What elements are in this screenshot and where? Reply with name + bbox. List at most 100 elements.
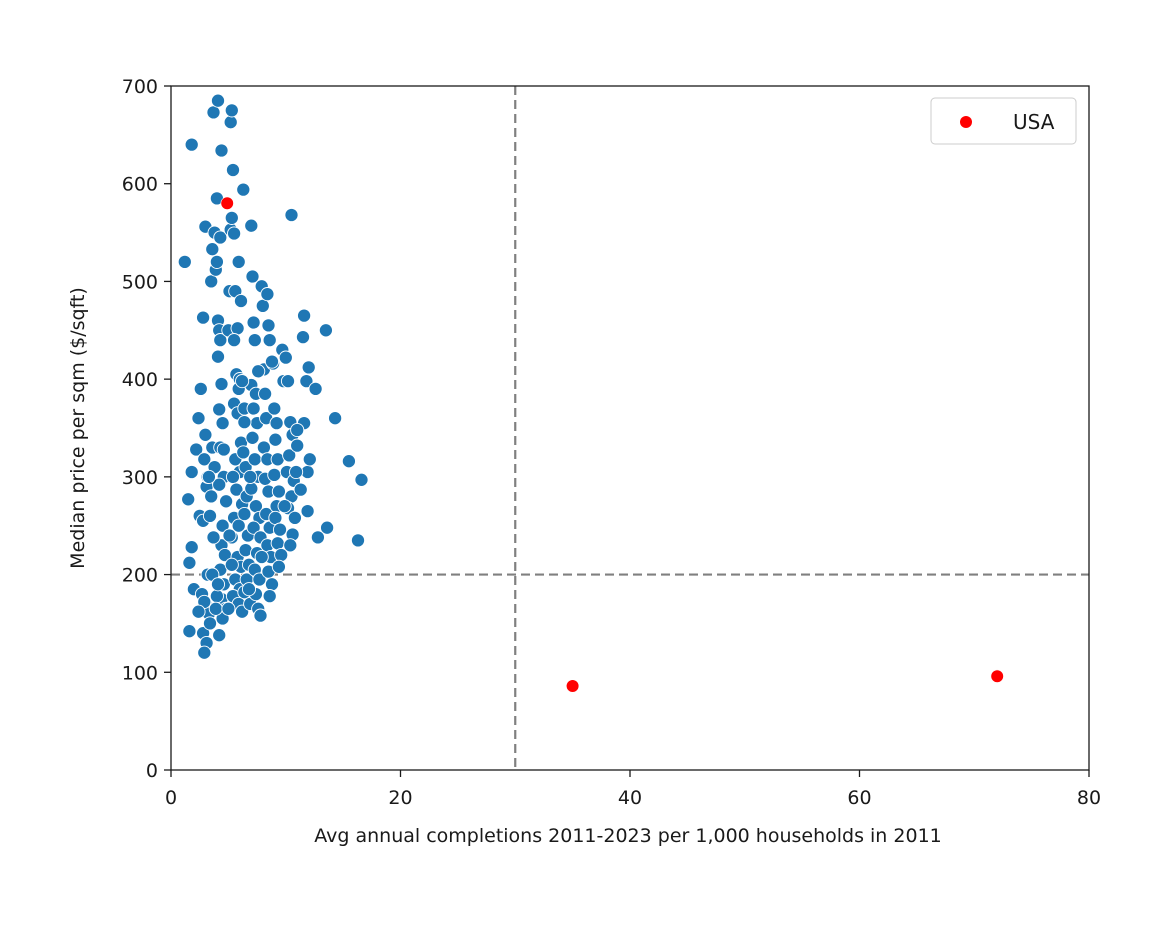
data-point-usa bbox=[565, 679, 580, 693]
data-point bbox=[264, 577, 280, 592]
data-point bbox=[320, 520, 335, 535]
data-point bbox=[300, 504, 315, 519]
data-point bbox=[280, 374, 296, 389]
legend-label-usa: USA bbox=[1013, 110, 1055, 134]
data-point bbox=[287, 510, 302, 525]
data-point bbox=[354, 472, 369, 487]
data-point bbox=[299, 374, 314, 389]
x-axis-label: Avg annual completions 2011-2023 per 1,0… bbox=[314, 825, 942, 847]
data-point bbox=[210, 349, 226, 364]
data-point bbox=[213, 230, 228, 245]
data-point bbox=[269, 416, 284, 431]
data-point bbox=[215, 416, 230, 431]
y-axis-label: Median price per sqm ($/sqft) bbox=[67, 287, 89, 569]
data-point bbox=[251, 364, 266, 379]
data-point bbox=[272, 522, 288, 537]
data-point bbox=[224, 557, 239, 572]
data-point bbox=[210, 93, 226, 108]
y-tick-label: 300 bbox=[122, 467, 158, 489]
data-point bbox=[236, 445, 251, 460]
y-tick-label: 100 bbox=[122, 662, 158, 684]
data-point bbox=[295, 330, 311, 345]
data-point bbox=[229, 482, 244, 497]
data-point bbox=[284, 207, 299, 223]
y-tick-label: 0 bbox=[146, 760, 158, 782]
reference-lines bbox=[171, 86, 1089, 770]
data-point bbox=[182, 555, 197, 570]
data-point bbox=[233, 293, 249, 309]
data-point bbox=[227, 226, 242, 241]
data-point bbox=[258, 386, 273, 401]
data-point bbox=[238, 543, 253, 558]
data-point bbox=[237, 415, 252, 430]
data-point bbox=[202, 616, 218, 631]
data-point bbox=[182, 624, 197, 639]
data-point bbox=[264, 354, 280, 369]
data-point bbox=[223, 115, 238, 130]
data-point bbox=[244, 218, 259, 233]
data-point bbox=[215, 518, 230, 533]
data-point bbox=[268, 510, 283, 525]
data-point bbox=[297, 308, 312, 323]
data-point bbox=[245, 269, 260, 284]
x-tick-label: 80 bbox=[1077, 787, 1101, 809]
x-tick-label: 60 bbox=[847, 787, 871, 809]
data-point bbox=[201, 469, 216, 484]
legend-marker-usa bbox=[960, 116, 972, 128]
data-point bbox=[204, 274, 219, 289]
y-tick-label: 600 bbox=[122, 174, 158, 196]
data-point bbox=[213, 333, 228, 348]
data-point bbox=[254, 549, 269, 565]
data-point bbox=[290, 438, 305, 453]
data-point bbox=[208, 601, 223, 616]
data-point bbox=[209, 254, 224, 269]
data-point bbox=[204, 489, 219, 504]
x-tick-label: 0 bbox=[165, 787, 177, 809]
data-point bbox=[184, 137, 199, 152]
plot-area bbox=[171, 86, 1089, 770]
data-point-usa bbox=[220, 196, 234, 210]
data-point bbox=[193, 381, 208, 396]
data-point bbox=[255, 298, 270, 313]
data-point bbox=[198, 427, 213, 442]
data-points bbox=[177, 93, 1004, 693]
data-point bbox=[210, 577, 226, 592]
data-point bbox=[253, 608, 268, 623]
data-point bbox=[310, 530, 325, 545]
data-point bbox=[271, 484, 286, 499]
data-point bbox=[227, 333, 242, 348]
data-point bbox=[289, 464, 304, 480]
data-point bbox=[231, 254, 246, 269]
data-point bbox=[197, 452, 212, 467]
data-point bbox=[214, 376, 229, 392]
data-point bbox=[252, 572, 267, 587]
data-point bbox=[230, 321, 245, 336]
data-point bbox=[301, 360, 316, 375]
data-point bbox=[302, 452, 317, 467]
series-usa bbox=[220, 196, 1004, 693]
data-point bbox=[191, 604, 206, 619]
data-point bbox=[293, 482, 308, 497]
data-point bbox=[212, 402, 227, 417]
y-tick-label: 400 bbox=[122, 369, 158, 391]
data-point bbox=[196, 310, 211, 325]
data-point bbox=[328, 411, 343, 426]
data-point bbox=[243, 469, 258, 484]
y-tick-label: 500 bbox=[122, 271, 158, 293]
y-tick-label: 200 bbox=[122, 565, 158, 587]
data-point bbox=[246, 520, 261, 535]
x-tick-label: 20 bbox=[388, 787, 412, 809]
data-point bbox=[341, 454, 356, 469]
data-point bbox=[184, 540, 199, 555]
data-point bbox=[283, 538, 298, 553]
data-point bbox=[209, 589, 224, 604]
data-point bbox=[177, 254, 192, 269]
data-point bbox=[202, 508, 218, 523]
data-point bbox=[247, 452, 262, 467]
data-point bbox=[206, 105, 221, 120]
data-point bbox=[247, 333, 262, 348]
data-point bbox=[181, 492, 196, 507]
data-point bbox=[271, 559, 286, 574]
y-axis-ticks: 0 100 200 300 400 500 600 700 bbox=[122, 76, 171, 782]
data-point bbox=[290, 422, 305, 438]
